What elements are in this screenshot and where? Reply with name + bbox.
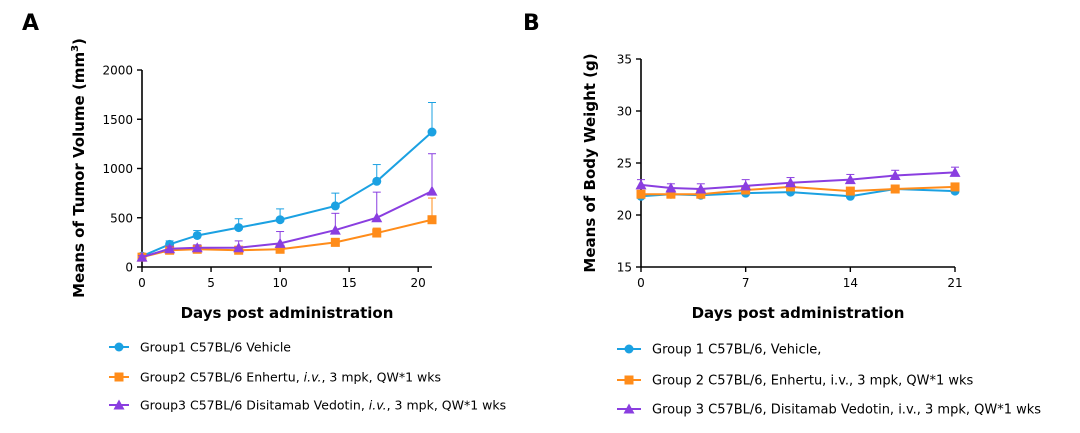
b-y-tick-label: 25 (617, 157, 632, 171)
b-data-point (695, 183, 707, 194)
b-data-point (845, 186, 855, 196)
b-legend-item: Group 2 C57BL/6, Enhertu, i.v., 3 mpk, Q… (617, 374, 974, 389)
b-legend-label: Group 1 C57BL/6, Vehicle, (652, 343, 821, 358)
a-x-tick-label: 20 (411, 276, 426, 290)
b-data-point (950, 182, 960, 192)
b-legend-label: Group 3 C57BL/6, Disitamab Vedotin, i.v.… (652, 403, 1041, 418)
a-legend-label: Group2 C57BL/6 Enhertu, i.v., 3 mpk, QW*… (140, 370, 441, 385)
b-y-tick-label: 30 (617, 105, 632, 119)
a-data-point (427, 215, 437, 225)
b-x-axis-title: Days post administration (692, 304, 905, 322)
b-series-line (640, 171, 956, 191)
a-series-2 (137, 197, 437, 262)
a-legend-label: Group1 C57BL/6 Vehicle (140, 340, 291, 355)
a-data-point (330, 237, 340, 247)
legend-b: Group 1 C57BL/6, Vehicle, Group 2 C57BL/6… (617, 343, 1041, 418)
a-data-point (136, 251, 148, 262)
a-legend-item: Group2 C57BL/6 Enhertu, i.v., 3 mpk, QW*… (109, 370, 441, 385)
a-series-3 (136, 153, 438, 262)
b-series-2 (636, 182, 960, 199)
a-y-axis-title: Means of Tumor Volume (mm3) (70, 38, 88, 298)
a-data-point (191, 242, 203, 253)
b-data-point (636, 189, 646, 199)
a-x-tick-label: 15 (342, 276, 357, 290)
a-y-tick-label: 1000 (102, 162, 133, 176)
b-data-point (665, 182, 677, 193)
b-data-point (890, 184, 900, 194)
a-legend-marker (114, 342, 124, 352)
b-data-point (785, 177, 797, 188)
a-data-point (233, 242, 245, 253)
b-data-point (889, 169, 901, 180)
a-x-tick-label: 10 (272, 276, 287, 290)
b-data-point (635, 179, 647, 190)
b-legend-marker (624, 344, 634, 354)
a-series-1 (137, 102, 437, 261)
a-legend-item: Group1 C57BL/6 Vehicle (109, 340, 291, 355)
b-data-point (949, 166, 961, 177)
panel-label-b: B (523, 11, 540, 36)
a-data-point (164, 243, 176, 254)
b-x-tick-label: 0 (637, 276, 645, 290)
b-data-point (666, 189, 676, 199)
a-series-line (141, 218, 433, 259)
a-data-point (372, 176, 382, 186)
a-y-tick-label: 500 (110, 211, 133, 225)
a-y-tick-label: 1500 (102, 113, 133, 127)
b-legend-item: Group 3 C57BL/6, Disitamab Vedotin, i.v.… (617, 403, 1041, 418)
b-data-point (740, 180, 752, 191)
b-y-tick-label: 20 (617, 209, 632, 223)
b-x-tick-label: 21 (947, 276, 962, 290)
a-data-point (330, 201, 340, 211)
a-data-point (234, 223, 244, 233)
a-data-point (371, 212, 383, 223)
a-data-point (372, 228, 382, 238)
chart-a: 0 5 10 15 20 0 500 1000 1500 2000 Days post admini… (70, 38, 438, 322)
a-data-point (274, 237, 286, 248)
a-x-tick-label: 5 (207, 276, 215, 290)
a-data-point (329, 224, 341, 235)
a-series-line (141, 190, 433, 259)
b-y-axis-title: Means of Body Weight (g) (581, 53, 599, 272)
a-data-point (275, 244, 285, 254)
b-series-3 (635, 166, 961, 194)
b-data-point (844, 174, 856, 185)
a-data-point (192, 230, 202, 240)
a-legend-marker (114, 372, 124, 382)
a-x-axis-title: Days post administration (181, 304, 394, 322)
panel-label-a: A (22, 11, 39, 36)
b-data-point (696, 189, 706, 199)
b-y-tick-label: 35 (617, 53, 632, 67)
a-y-tick-label: 0 (125, 261, 133, 275)
a-legend-item: Group3 C57BL/6 Disitamab Vedotin, i.v., … (109, 398, 506, 413)
a-x-tick-label: 0 (138, 276, 146, 290)
a-legend-label: Group3 C57BL/6 Disitamab Vedotin, i.v., … (140, 398, 506, 413)
b-legend-marker (623, 403, 635, 414)
b-legend-item: Group 1 C57BL/6, Vehicle, (617, 343, 821, 358)
b-legend-label: Group 2 C57BL/6, Enhertu, i.v., 3 mpk, Q… (652, 374, 974, 389)
b-y-tick-label: 15 (617, 261, 632, 275)
a-legend-marker (113, 399, 125, 410)
a-series-line (141, 131, 433, 258)
legend-a: Group1 C57BL/6 Vehicle Group2 C57BL/6 Enh… (109, 340, 506, 413)
b-series-line (641, 185, 956, 196)
a-y-tick-label: 2000 (102, 64, 133, 78)
b-x-tick-label: 14 (843, 276, 858, 290)
a-data-point (275, 215, 285, 225)
chart-b: 0 7 14 21 15 20 25 30 35 Days post administration… (581, 53, 963, 323)
b-x-tick-label: 7 (742, 276, 750, 290)
b-legend-marker (624, 375, 634, 385)
a-data-point (427, 127, 437, 137)
a-data-point (426, 185, 438, 196)
